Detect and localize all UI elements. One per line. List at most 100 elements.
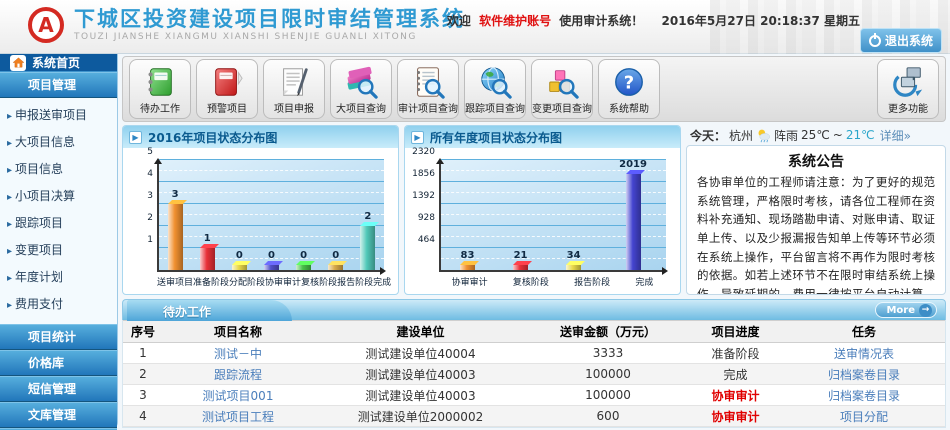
cell-no: 4 — [123, 405, 163, 427]
network-sync-icon — [891, 65, 925, 99]
bar: 2 — [360, 211, 380, 270]
bullet-arrow-icon: ▸ — [7, 111, 13, 122]
todo-tab — [127, 300, 292, 321]
sidebar-item[interactable]: ▸ 跟踪项目 — [7, 216, 64, 230]
toolbar-button[interactable]: 预警项目 — [196, 59, 258, 119]
todo-more-button[interactable]: More → — [875, 302, 937, 318]
bar-body — [328, 265, 344, 270]
bullet-arrow-icon: ▸ — [7, 138, 13, 149]
todo-title: 待办工作 — [163, 305, 212, 319]
gridline — [441, 159, 666, 160]
weather-tilde: ~ — [832, 128, 843, 142]
x-axis-category-label: 报告阶段 — [337, 278, 374, 288]
toolbar-button[interactable]: 变更项目查询 — [531, 59, 593, 119]
column-header: 项目名称 — [163, 320, 313, 343]
bar-top-face — [328, 261, 348, 265]
sidebar-section[interactable]: 系统管理 — [0, 428, 117, 430]
datetime-display: 2016年5月27日 20:18:37 星期五 — [661, 14, 861, 28]
bar: 0 — [231, 250, 251, 270]
logout-label: 退出系统 — [884, 34, 933, 48]
toolbar-button-label: 更多功能 — [888, 104, 928, 115]
toolbar-button[interactable]: 项目申报 — [263, 59, 325, 119]
x-axis-category-label: 复核阶段 — [301, 278, 338, 288]
notice-body: 各协审单位的工程师请注意：为了更好的规范系统管理，严格限时考核，请各位工程师在资… — [697, 175, 935, 295]
project-name-link[interactable]: 测试项目工程 — [163, 405, 313, 427]
sidebar-item[interactable]: ▸ 申报送审项目 — [7, 108, 88, 122]
column-header: 序号 — [123, 320, 163, 343]
play-icon: ▶ — [411, 130, 424, 144]
bar-body — [460, 265, 476, 270]
column-header: 送审金额（万元） — [528, 320, 688, 343]
status-cell: 协审审计 — [688, 384, 783, 406]
x-axis-category-label: 完成 — [635, 278, 654, 288]
toolbar-button[interactable]: 待办工作 — [129, 59, 191, 119]
sidebar-item[interactable]: ▸ 费用支付 — [7, 297, 64, 311]
chart-header-all-years: ▶ 所有年度项目状态分布图 — [405, 126, 680, 148]
sidebar-item-home[interactable]: 系统首页 — [0, 54, 117, 72]
bar-top-face — [296, 261, 316, 265]
toolbar-button[interactable]: 更多功能 — [877, 59, 939, 119]
project-name-link[interactable]: 测试项目001 — [163, 384, 313, 406]
cell-amount: 100000 — [528, 363, 688, 385]
cell-unit: 测试建设单位40003 — [313, 384, 528, 406]
gridline-dashed — [159, 236, 384, 237]
todo-section: 待办工作 More → 序号 项目名称 建设单位 送审金额（万元） 项目进度 任务 1 测试… — [122, 299, 946, 428]
cell-no: 1 — [123, 342, 163, 364]
x-axis-category-label: 协审审计 — [451, 278, 488, 288]
bar: 0 — [263, 250, 283, 270]
sidebar-menu: ▸ 申报送审项目 ▸ 大项目信息 ▸ 项目信息 ▸ 小项目决算 ▸ 跟踪项目 ▸ 变更项目 ▸ 年度计划 ▸… — [0, 98, 117, 324]
bar-top-face — [263, 261, 283, 265]
sidebar-section[interactable]: 文库管理 — [0, 402, 117, 428]
toolbar-button-label: 系统帮助 — [609, 104, 649, 115]
sidebar-section-project-mgmt[interactable]: 项目管理 — [0, 72, 117, 98]
chart-panel-all-years: ▶ 所有年度项目状态分布图 83 21 34 2019 464 928 1392 1856 23… — [404, 125, 681, 295]
task-link[interactable]: 归档案卷目录 — [783, 384, 945, 406]
sidebar-item[interactable]: ▸ 大项目信息 — [7, 135, 76, 149]
dashboard-panels: ▶ 2016年项目状态分布图 3 1 0 0 0 0 2 1 2 3 4 5 送审项目 准备阶段 分配阶段协… — [122, 125, 946, 295]
task-link[interactable]: 归档案卷目录 — [783, 363, 945, 385]
table-row: 2 跟踪流程 测试建设单位40003 100000 完成 归档案卷目录 — [123, 363, 945, 385]
weather-detail-link[interactable]: 详细» — [879, 128, 911, 143]
toolbar-button[interactable]: 跟踪项目查询 — [464, 59, 526, 119]
sidebar-section[interactable]: 价格库 — [0, 350, 117, 376]
sidebar-item[interactable]: ▸ 变更项目 — [7, 243, 64, 257]
question-icon — [612, 65, 646, 99]
task-link[interactable]: 项目分配 — [783, 405, 945, 427]
gridline-dashed — [159, 214, 384, 215]
toolbar-button-label: 待办工作 — [140, 104, 180, 115]
chart-title-all-years: 所有年度项目状态分布图 — [430, 130, 563, 145]
info-panel: 今天： 杭州 阵雨 25℃ ~ 21℃ 详细» 系统公告 各协审单位的工程师请注… — [686, 125, 946, 295]
bar-value-label: 0 — [300, 250, 308, 261]
toolbar-button[interactable]: 大项目查询 — [330, 59, 392, 119]
app-logo: A 下城区投资建设项目限时审结管理系统 TOUZI JIANSHE XIANGM… — [28, 7, 465, 43]
logout-button[interactable]: 退出系统 — [859, 28, 942, 53]
todo-table-header-row: 序号 项目名称 建设单位 送审金额（万元） 项目进度 任务 — [123, 320, 945, 343]
bar-group: 3 1 0 0 0 0 2 — [159, 189, 384, 270]
list-search-icon — [411, 65, 445, 99]
sidebar-item[interactable]: ▸ 项目信息 — [7, 162, 64, 176]
sidebar-item[interactable]: ▸ 年度计划 — [7, 270, 64, 284]
app-title: 下城区投资建设项目限时审结管理系统 — [74, 7, 465, 32]
bullet-arrow-icon: ▸ — [7, 273, 13, 284]
sidebar-item[interactable]: ▸ 小项目决算 — [7, 189, 76, 203]
project-name-link[interactable]: 跟踪流程 — [163, 363, 313, 385]
project-name-link[interactable]: 测试－中 — [163, 342, 313, 364]
home-icon — [10, 54, 26, 71]
cell-unit: 测试建设单位40004 — [313, 342, 528, 364]
toolbar-button[interactable]: 系统帮助 — [598, 59, 660, 119]
y-axis-tick-label: 928 — [417, 213, 435, 223]
cell-no: 2 — [123, 363, 163, 385]
toolbar-button[interactable]: 审计项目查询 — [397, 59, 459, 119]
column-header: 项目进度 — [688, 320, 783, 343]
x-axis-labels: 送审项目 准备阶段 分配阶段 协审审计 复核阶段 报告阶段 完成 — [157, 275, 391, 288]
bar-value-label: 83 — [460, 250, 475, 261]
account-name: 软件维护账号 — [479, 14, 552, 28]
task-link[interactable]: 送审情况表 — [783, 342, 945, 364]
bar-top-face — [513, 261, 533, 265]
bar: 83 — [460, 250, 480, 270]
sidebar-section[interactable]: 项目统计 — [0, 324, 117, 350]
arrow-right-icon: → — [919, 303, 932, 317]
y-axis-tick-label: 1392 — [412, 191, 435, 201]
sidebar-section[interactable]: 短信管理 — [0, 376, 117, 402]
bar-value-label: 34 — [566, 250, 581, 261]
